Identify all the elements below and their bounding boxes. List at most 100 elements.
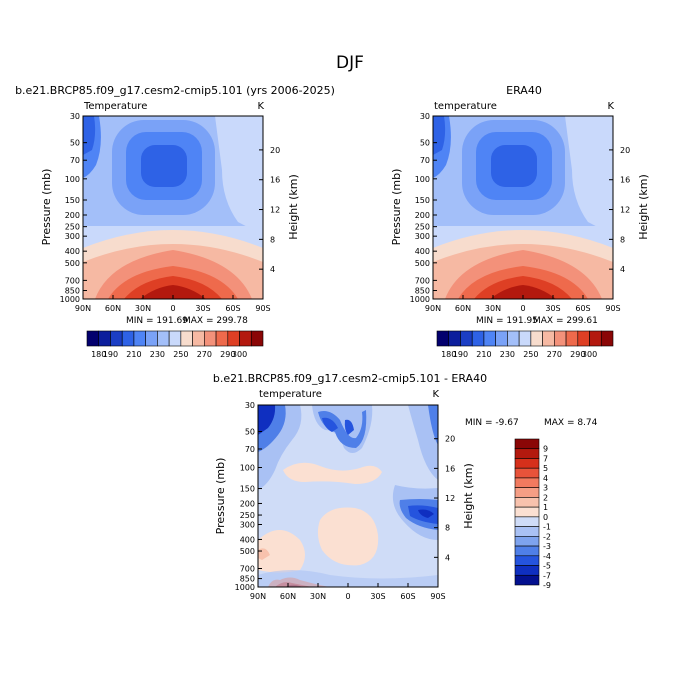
panel-era40-ylabel-right: Height (km)	[637, 174, 650, 240]
x-tick-label: 60S	[400, 592, 415, 601]
y-tick-label: 50	[420, 139, 430, 148]
colorbar-swatch	[514, 467, 540, 479]
panel-diff-ylabel: Pressure (mb)	[214, 458, 227, 535]
x-tick-label: 30S	[370, 592, 385, 601]
colorbar-swatch	[514, 536, 540, 547]
x-tick-label: 90N	[250, 592, 266, 601]
y-tick-label: 50	[70, 139, 80, 148]
panel-model: b.e21.BRCP85.f09_g17.cesm2-cmip5.101 (yr…	[15, 84, 335, 359]
colorbar-swatch	[121, 330, 135, 347]
x-tick-label: 30S	[545, 304, 560, 313]
colorbar-label: 4	[543, 474, 548, 483]
y-right-tick-label: 12	[445, 494, 455, 503]
colorbar-swatch	[577, 330, 590, 347]
colorbar-swatch	[448, 330, 461, 347]
y-tick-label: 70	[245, 445, 255, 454]
panel-era40-ylabel: Pressure (mb)	[390, 169, 403, 246]
x-tick-label: 60N	[105, 304, 121, 313]
colorbar-label: 0	[543, 513, 548, 522]
colorbar-swatch	[227, 330, 240, 347]
colorbar-swatch	[554, 330, 567, 347]
y-tick-label: 400	[240, 535, 255, 544]
panel-era40-units: K	[607, 101, 614, 112]
y-tick-label: 500	[240, 547, 255, 556]
colorbar-label: 290	[220, 350, 235, 359]
y-right-tick-label: 8	[445, 524, 450, 533]
panel-model-label: b.e21.BRCP85.f09_g17.cesm2-cmip5.101 (yr…	[15, 84, 335, 97]
colorbar-swatch	[192, 330, 205, 347]
colorbar-label: 9	[543, 445, 548, 454]
colorbar-label: 5	[543, 464, 548, 473]
y-tick-label: 200	[65, 211, 80, 220]
y-right-tick-label: 16	[270, 176, 280, 185]
y-tick-label: 300	[65, 232, 80, 241]
colorbar-label: -2	[543, 532, 551, 541]
colorbar-swatch	[460, 330, 473, 347]
x-tick-label: 60N	[280, 592, 296, 601]
colorbar-swatch	[514, 497, 540, 508]
y-right-tick-label: 4	[620, 265, 625, 274]
colorbar-swatch	[514, 545, 540, 557]
colorbar-label: 7	[543, 454, 548, 463]
x-tick-label: 60N	[455, 304, 471, 313]
y-tick-label: 500	[415, 259, 430, 268]
colorbar-swatch	[215, 330, 229, 347]
colorbar-swatch	[600, 330, 614, 347]
panel-model-min: MIN = 191.69	[126, 316, 188, 326]
colorbar-label: 300	[582, 350, 597, 359]
colorbar-swatch	[514, 506, 540, 518]
colorbar-swatch	[239, 330, 252, 347]
colorbar-swatch	[86, 330, 100, 347]
y-tick-label: 300	[415, 232, 430, 241]
colorbar-label: 290	[570, 350, 585, 359]
panel-diff-label: b.e21.BRCP85.f09_g17.cesm2-cmip5.101 - E…	[213, 372, 487, 385]
y-tick-label: 250	[240, 511, 255, 520]
y-tick-label: 30	[245, 401, 255, 410]
y-tick-label: 850	[240, 575, 255, 584]
y-right-tick-label: 12	[620, 206, 630, 215]
panel-model-ylabel: Pressure (mb)	[40, 169, 53, 246]
y-right-tick-label: 20	[445, 435, 455, 444]
panel-diff: b.e21.BRCP85.f09_g17.cesm2-cmip5.101 - E…	[213, 372, 598, 601]
y-right-tick-label: 4	[445, 553, 450, 562]
colorbar-label: 230	[150, 350, 165, 359]
colorbar-label: 210	[126, 350, 141, 359]
y-tick-label: 150	[65, 196, 80, 205]
x-tick-label: 30N	[135, 304, 151, 313]
y-tick-label: 100	[65, 175, 80, 184]
colorbar-label: 250	[523, 350, 538, 359]
y-right-tick-label: 20	[270, 146, 280, 155]
x-tick-label: 90S	[255, 304, 270, 313]
x-tick-label: 90N	[75, 304, 91, 313]
colorbar-label: -7	[543, 571, 551, 580]
x-tick-label: 30N	[485, 304, 501, 313]
panel-diff-units: K	[432, 389, 439, 400]
colorbar-label: 1	[543, 503, 548, 512]
colorbar-swatch	[483, 330, 496, 347]
y-tick-label: 100	[415, 175, 430, 184]
panel-era40-subtitle: temperature	[434, 101, 497, 112]
colorbar-swatch	[250, 330, 264, 347]
x-tick-label: 60S	[225, 304, 240, 313]
colorbar-label: -3	[543, 542, 551, 551]
y-tick-label: 30	[70, 112, 80, 121]
y-right-tick-label: 4	[270, 265, 275, 274]
y-tick-label: 250	[65, 223, 80, 232]
colorbar-label: 270	[547, 350, 562, 359]
colorbar-swatch	[589, 330, 602, 347]
colorbar-label: 190	[103, 350, 118, 359]
x-tick-label: 30N	[310, 592, 326, 601]
colorbar-swatch	[514, 448, 540, 459]
y-tick-label: 300	[240, 521, 255, 530]
panel-era40-label: ERA40	[506, 84, 542, 97]
colorbar-label: 190	[453, 350, 468, 359]
panel-era40-contours	[433, 116, 613, 299]
y-tick-label: 250	[415, 223, 430, 232]
panel-diff-contours	[258, 405, 438, 587]
colorbar-swatch	[507, 330, 520, 347]
y-tick-label: 500	[65, 259, 80, 268]
